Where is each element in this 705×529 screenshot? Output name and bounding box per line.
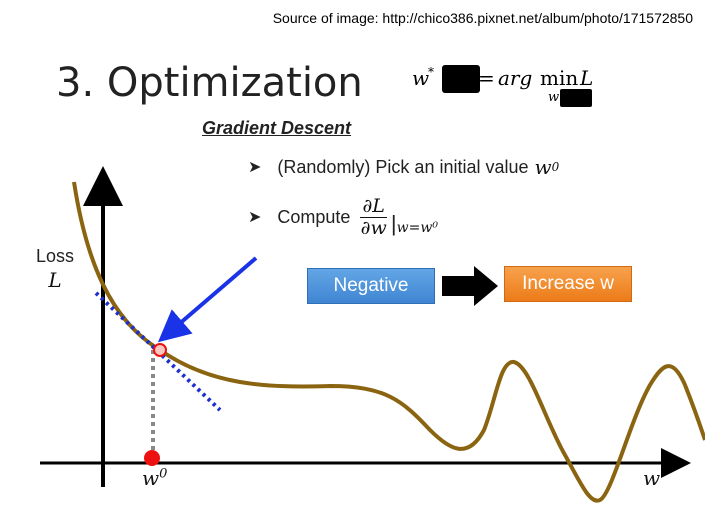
w0-label: w0 (142, 466, 167, 490)
redacted-box-2 (560, 89, 592, 107)
loss-word: Loss (36, 246, 75, 266)
bullet-arrow-icon: ➤ (248, 209, 262, 227)
x-axis-label: w (643, 466, 661, 490)
w0-sup: 0 (159, 466, 168, 482)
evaluation-subscript: w=w⁰ (396, 220, 438, 237)
bullet-1-text: (Randomly) Pick an initial value (277, 156, 529, 177)
formula-equals: = (478, 66, 495, 90)
y-axis-label: Loss L (36, 244, 74, 292)
formula-w: w (412, 66, 429, 90)
formula-star: * (428, 65, 434, 79)
right-arrow-icon (442, 266, 498, 306)
negative-box: Negative (307, 268, 435, 304)
derivative-denominator: ∂w (360, 216, 387, 239)
gradient-arrow (157, 256, 258, 343)
derivative-fraction: ∂L ∂w (360, 195, 387, 239)
derivative-numerator: ∂L (360, 195, 387, 218)
formula-min-sub: w (548, 90, 559, 105)
formula-min: min (540, 66, 578, 90)
slide-title: 3. Optimization (56, 60, 363, 106)
loss-curve (72, 181, 705, 503)
bullet-1-sup: 0 (551, 160, 560, 174)
formula-loss: L (579, 66, 593, 90)
optimization-formula: w * = arg min w L (412, 63, 622, 113)
bullet-1-var: w (534, 155, 552, 179)
w0-var: w (142, 466, 160, 490)
loss-var: L (48, 268, 62, 292)
w0-axis-point (144, 450, 160, 466)
bullet-2-text: Compute (277, 206, 351, 227)
increase-w-box: Increase w (504, 266, 632, 302)
evaluation-bar: | (390, 211, 397, 237)
image-source-credit: Source of image: http://chico386.pixnet.… (272, 10, 693, 26)
curve-point-w0 (153, 343, 167, 357)
bullet-compute-derivative: ➤ Compute ∂L ∂w | w=w⁰ (248, 196, 438, 239)
formula-arg: arg (498, 66, 532, 90)
redacted-box-1 (442, 65, 480, 93)
gradient-descent-heading: Gradient Descent (202, 118, 352, 138)
bullet-arrow-icon: ➤ (248, 159, 262, 176)
